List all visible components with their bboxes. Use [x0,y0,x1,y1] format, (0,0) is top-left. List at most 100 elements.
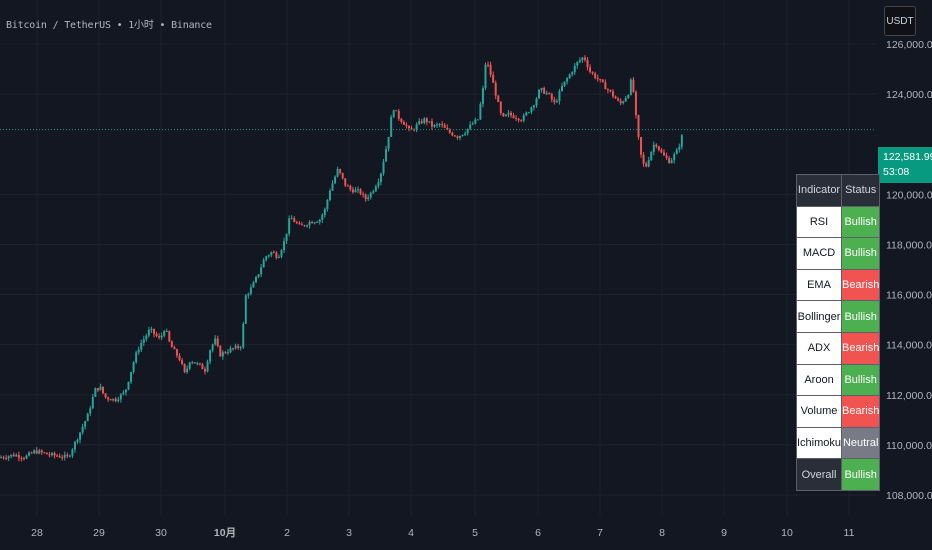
indicator-row-rsi: RSI Bullish [795,205,881,239]
candle-body [512,115,515,119]
candle-body [619,100,622,104]
candle-body [303,225,306,227]
candle-body [629,79,632,95]
candle-body [290,218,293,220]
candle-body [122,392,125,395]
indicator-name: MACD [795,237,843,270]
indicator-row-macd: MACD Bullish [795,237,881,270]
indicator-table-header: Indicator Status [795,174,881,207]
candle-body [538,89,541,99]
indicator-row-overall: Overall Bullish [795,458,881,491]
candle-body [124,389,127,393]
candle-body [555,101,558,103]
candle-body [170,341,173,348]
candle-body [665,155,668,158]
candle-body [163,331,166,336]
candle-body [349,186,352,190]
candle-body [612,91,614,97]
price-tick-label: 118,000.00 [886,239,932,251]
candle-body [326,199,329,209]
currency-button[interactable]: USDT [884,6,916,36]
candle-body [464,133,467,135]
symbol-title: Bitcoin / TetherUS • 1小时 • Binance [6,20,212,31]
candle-body [255,276,257,283]
candle-body [650,151,653,160]
candle-body [346,185,349,187]
candle-body [249,287,252,294]
candle-body [209,350,212,362]
current-price-label: 122,581.99 53:08 [878,147,932,183]
price-tick-label: 120,000.00 [886,189,932,201]
candle-body [242,323,245,348]
candle-body [311,221,314,224]
candle-body [364,194,367,200]
header-status: Status [841,174,881,207]
candle-body [566,78,569,82]
candle-body [430,121,433,127]
candle-body [58,456,61,458]
candle-body [165,331,168,333]
candle-body [438,124,441,126]
indicator-status: Neutral [841,426,881,460]
candle-body [504,114,507,117]
candle-body [550,94,553,100]
candle-body [637,115,640,138]
candle-body [553,99,556,103]
candle-body [479,104,482,120]
candle-body [392,110,395,118]
candle-body [206,361,209,372]
candle-body [540,88,543,90]
candle-body [7,456,10,459]
candle-body [247,293,250,296]
indicator-name: Volume [795,395,843,428]
indicator-name: Bollinger [795,300,843,333]
candle-body [499,101,502,114]
candle-body [400,118,403,123]
candle-body [17,454,20,458]
candle-body [313,222,316,224]
time-tick-label: 11 [844,527,855,539]
indicator-status: Bullish [841,458,881,491]
candle-body [423,118,426,123]
candle-body [56,455,59,457]
candle-body [535,98,538,106]
candle-body [91,396,94,409]
candle-body [20,457,23,459]
candle-body [476,119,479,121]
candle-body [191,362,194,364]
candle-body [456,136,459,138]
candle-body [84,421,87,427]
indicator-status: Bullish [841,363,881,397]
candle-body [532,105,535,108]
time-tick-label: 7 [597,527,603,539]
candle-body [127,381,130,390]
time-axis[interactable]: 28 29 30 10月 2 3 4 5 6 7 8 9 10 11 [31,527,854,539]
candle-body [446,127,449,130]
candle-body [68,455,71,457]
candle-body [502,113,505,117]
candle-body [132,362,135,372]
candle-body [489,64,492,75]
candle-body [453,135,456,137]
indicator-row-aroon: Aroon Bullish [795,363,881,397]
candle-body [599,78,602,80]
candle-body [321,214,324,220]
candle-body [53,453,56,456]
candle-body [137,349,140,353]
candle-body [308,221,311,226]
candle-body [397,110,400,119]
candle-body [351,189,354,193]
candle-body [525,112,528,116]
candle-body [441,124,444,126]
candle-body [150,328,153,330]
price-axis[interactable]: 126,000.00 124,000.00 120,000.00 118,000.00… [886,39,932,502]
candle-body [12,454,15,457]
candle-body [583,57,586,60]
candle-body [548,92,551,95]
time-tick-label: 10 [781,527,793,539]
candle-body [420,121,423,123]
price-tick-label: 114,000.00 [886,340,932,352]
candle-body [30,452,33,454]
candle-body [484,64,487,89]
